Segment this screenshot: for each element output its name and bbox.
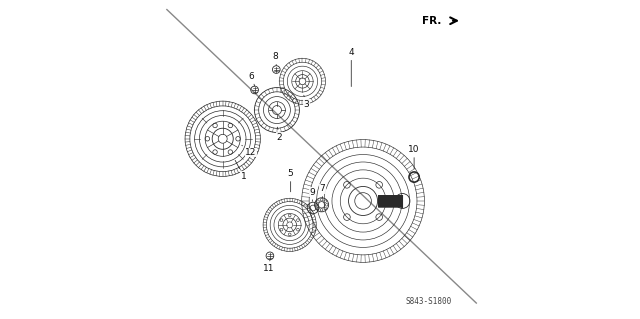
Text: 9: 9: [310, 188, 316, 201]
Text: 8: 8: [273, 52, 278, 65]
Text: 10: 10: [408, 145, 420, 169]
Text: 11: 11: [263, 260, 275, 273]
Text: FR.: FR.: [422, 16, 442, 26]
Text: 3: 3: [303, 95, 309, 109]
Text: 6: 6: [249, 72, 255, 86]
Text: 4: 4: [348, 48, 354, 86]
Text: S843-S1800: S843-S1800: [405, 297, 452, 306]
Text: 5: 5: [288, 169, 294, 192]
Text: 12: 12: [242, 145, 257, 157]
Text: 2: 2: [276, 127, 282, 142]
Bar: [378, 195, 403, 207]
Text: 7: 7: [319, 184, 325, 198]
Text: 1: 1: [235, 160, 246, 181]
